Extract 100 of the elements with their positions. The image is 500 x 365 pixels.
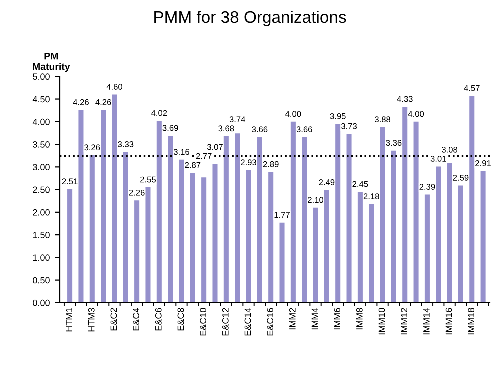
bar bbox=[369, 204, 374, 303]
x-tick-label: IMM18 bbox=[468, 308, 475, 335]
data-label: 3.88 bbox=[374, 116, 391, 123]
x-tick-label: E&C10 bbox=[200, 308, 206, 336]
data-label: 4.00 bbox=[286, 111, 302, 118]
data-label: 4.00 bbox=[408, 111, 424, 118]
y-tick-label: 1.00 bbox=[33, 254, 50, 262]
data-label: 4.57 bbox=[464, 85, 480, 92]
bar bbox=[380, 127, 386, 303]
bar bbox=[202, 178, 207, 303]
bar bbox=[346, 134, 352, 303]
y-tick-label: 5.00 bbox=[33, 74, 50, 80]
y-tick-label: 0.50 bbox=[33, 277, 50, 284]
x-tick-label: E&C16 bbox=[267, 308, 274, 336]
bar bbox=[302, 137, 308, 303]
chart-title: PMM for 38 Organizations bbox=[154, 10, 346, 26]
x-tick-label: E&C12 bbox=[222, 308, 229, 336]
bar bbox=[436, 166, 442, 303]
data-label: 4.26 bbox=[96, 99, 112, 106]
bar bbox=[414, 122, 419, 303]
data-label: 4.33 bbox=[397, 96, 413, 102]
y-tick-label: 2.00 bbox=[33, 209, 50, 216]
data-label: 2.10 bbox=[308, 197, 324, 204]
data-label: 2.89 bbox=[263, 161, 279, 168]
bar bbox=[402, 106, 408, 303]
bar bbox=[257, 137, 262, 303]
x-tick-label: E&C8 bbox=[178, 308, 184, 331]
y-axis-title: PM Maturity bbox=[33, 52, 70, 72]
bar bbox=[78, 110, 84, 303]
data-label: 3.66 bbox=[296, 126, 312, 132]
x-tick-label: IMM12 bbox=[401, 308, 408, 335]
data-label: 2.55 bbox=[140, 176, 156, 183]
bar bbox=[458, 186, 464, 303]
data-label: 2.59 bbox=[453, 175, 469, 181]
bar bbox=[336, 124, 341, 303]
data-label: 2.49 bbox=[319, 180, 335, 186]
bar bbox=[480, 171, 486, 303]
data-label: 3.95 bbox=[330, 113, 346, 120]
bar bbox=[190, 173, 196, 303]
y-tick-label: 0.00 bbox=[33, 300, 50, 306]
data-label: 3.16 bbox=[174, 149, 190, 156]
data-label: 2.45 bbox=[352, 181, 368, 188]
bar bbox=[268, 172, 274, 303]
data-label: 3.33 bbox=[118, 142, 134, 148]
x-tick-label: IMM10 bbox=[378, 308, 386, 335]
y-tick-label: 4.50 bbox=[32, 96, 50, 103]
bar bbox=[424, 194, 430, 303]
x-tick-label: IMM2 bbox=[289, 308, 296, 330]
data-label: 2.26 bbox=[129, 190, 145, 196]
bar bbox=[179, 160, 184, 303]
x-tick-label: HTM3 bbox=[88, 308, 95, 332]
data-label: 3.08 bbox=[442, 146, 458, 153]
data-label: 3.66 bbox=[252, 126, 268, 132]
bar bbox=[224, 136, 229, 303]
bar bbox=[90, 155, 95, 303]
x-tick-label: E&C2 bbox=[110, 308, 118, 331]
data-label: 2.91 bbox=[476, 160, 491, 166]
x-tick-label: HTM1 bbox=[66, 308, 72, 332]
x-tick-label: E&C14 bbox=[244, 308, 252, 336]
bar bbox=[112, 94, 118, 303]
data-label: 1.77 bbox=[274, 212, 290, 218]
data-label: 3.74 bbox=[230, 116, 246, 123]
bar bbox=[123, 152, 128, 303]
data-label: 2.18 bbox=[364, 194, 380, 200]
bar bbox=[156, 121, 162, 303]
x-tick-label: IMM16 bbox=[446, 308, 452, 335]
y-tick-label: 3.50 bbox=[33, 142, 50, 148]
x-tick-label: IMM14 bbox=[424, 308, 430, 335]
bar bbox=[246, 170, 252, 303]
data-label: 3.26 bbox=[84, 144, 100, 151]
data-label: 3.68 bbox=[218, 126, 234, 132]
data-label: 2.39 bbox=[420, 184, 436, 190]
data-label: 3.73 bbox=[341, 123, 358, 130]
bar bbox=[313, 208, 318, 303]
x-tick-label: IMM8 bbox=[356, 308, 363, 330]
data-label: 3.36 bbox=[386, 140, 402, 146]
bar bbox=[134, 200, 140, 303]
data-label: 4.26 bbox=[73, 99, 89, 106]
bar bbox=[68, 189, 73, 303]
bar bbox=[358, 192, 363, 303]
x-tick-label: E&C6 bbox=[155, 308, 162, 331]
bar bbox=[447, 164, 452, 303]
data-label: 2.77 bbox=[196, 153, 212, 160]
data-label: 3.07 bbox=[207, 144, 223, 150]
bar bbox=[324, 190, 330, 303]
data-label: 4.60 bbox=[106, 84, 123, 90]
x-tick-label: IMM4 bbox=[312, 308, 318, 330]
data-label: 2.51 bbox=[62, 178, 78, 185]
bar bbox=[168, 136, 174, 303]
data-label: 2.87 bbox=[185, 162, 201, 168]
y-tick-label: 2.50 bbox=[33, 186, 50, 194]
y-tick-label: 1.50 bbox=[33, 232, 50, 238]
bar bbox=[280, 222, 285, 303]
bar bbox=[391, 150, 396, 303]
bar bbox=[101, 110, 106, 303]
y-tick-label: 3.00 bbox=[33, 164, 50, 171]
data-label: 2.93 bbox=[241, 160, 256, 166]
x-tick-label: IMM6 bbox=[334, 308, 341, 330]
bar bbox=[235, 134, 240, 303]
data-label: 3.69 bbox=[162, 125, 178, 132]
